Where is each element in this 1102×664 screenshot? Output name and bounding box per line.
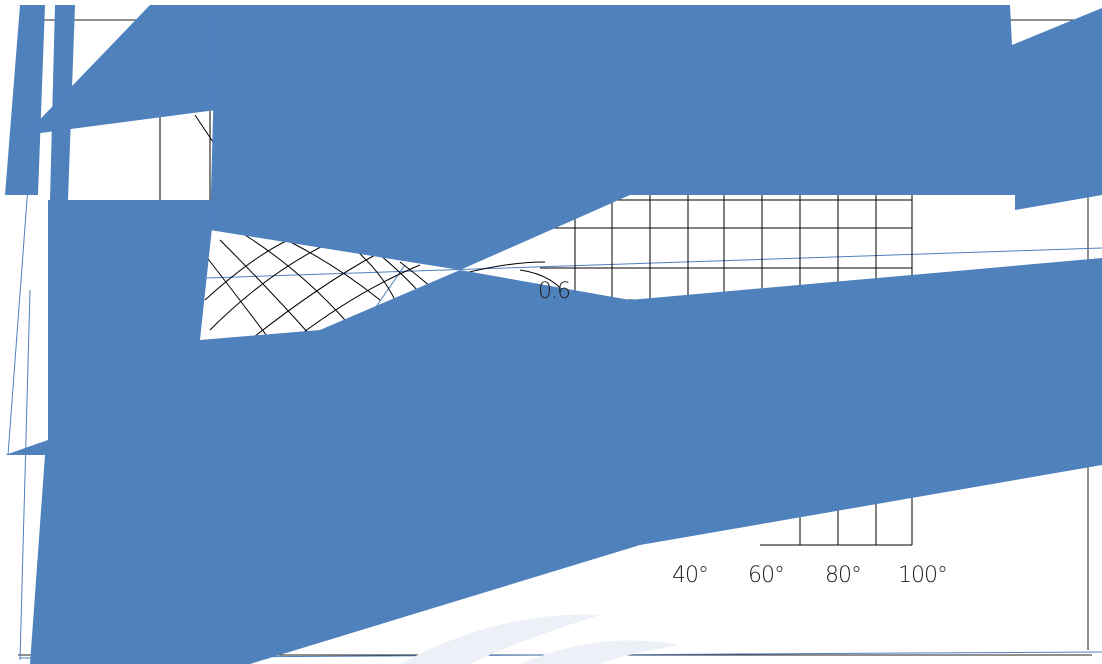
fill-regions xyxy=(5,5,1102,664)
x-tick-label: 40° xyxy=(672,563,708,588)
upper-grid xyxy=(159,110,216,200)
numeral-label: 0.6 xyxy=(538,279,570,304)
ghost-strokes xyxy=(400,614,680,664)
x-tick-label: 80° xyxy=(825,563,861,588)
x-tick-label: 60° xyxy=(748,563,784,588)
x-tick-label: 100° xyxy=(898,563,947,588)
